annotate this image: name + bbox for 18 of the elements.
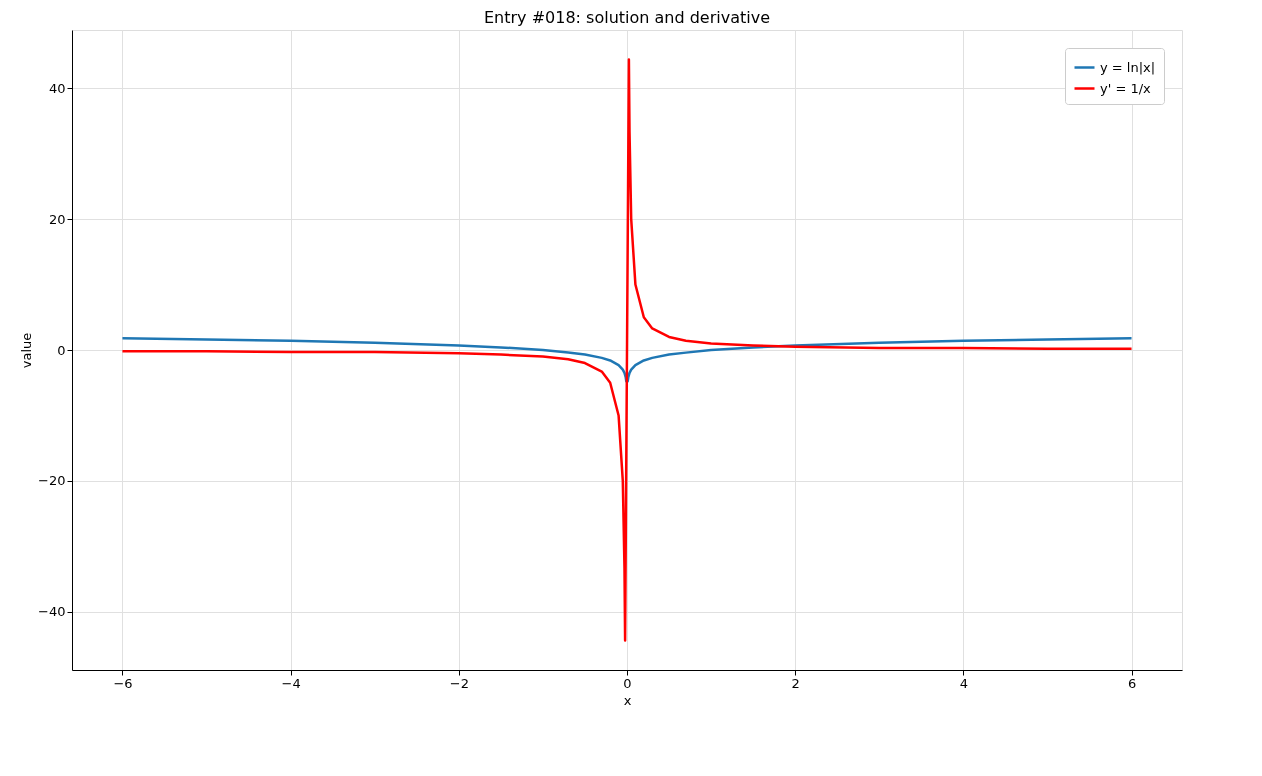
legend-label: y' = 1/x bbox=[1100, 80, 1152, 96]
x-tick-label: −4 bbox=[281, 675, 301, 691]
y-tick-label: 40 bbox=[48, 80, 66, 96]
x-tick-label: 4 bbox=[959, 675, 968, 691]
x-tick-label: 2 bbox=[791, 675, 800, 691]
y-axis-title: value bbox=[19, 332, 35, 369]
line-series bbox=[121, 336, 1133, 383]
x-tick-label: −6 bbox=[113, 675, 133, 691]
y-tick-label: −40 bbox=[38, 604, 66, 620]
y-tick-label: 0 bbox=[57, 342, 66, 358]
x-tick-label: −2 bbox=[449, 675, 469, 691]
x-tick-label: 6 bbox=[1127, 675, 1137, 691]
legend-label: y = ln|x| bbox=[1100, 59, 1156, 75]
y-tick-label: 20 bbox=[48, 211, 66, 227]
y-tick-label: −20 bbox=[38, 473, 66, 489]
x-tick-label: 0 bbox=[623, 675, 632, 691]
x-axis-title: x bbox=[623, 692, 632, 708]
chart-title: Entry #018: solution and derivative bbox=[483, 8, 771, 27]
